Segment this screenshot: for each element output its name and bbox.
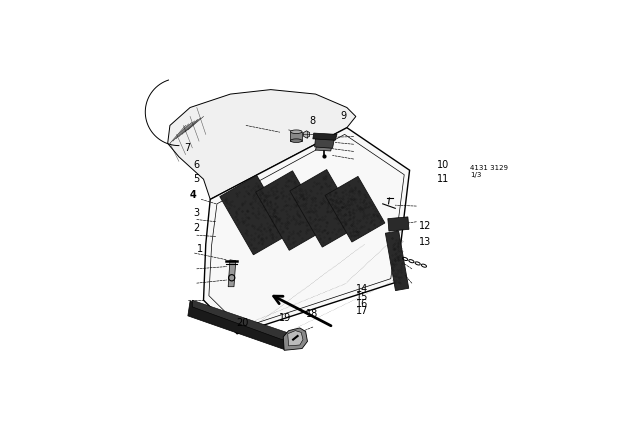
- Text: 1: 1: [197, 244, 204, 254]
- Text: 19: 19: [278, 313, 291, 323]
- Polygon shape: [255, 171, 326, 250]
- Polygon shape: [315, 138, 334, 148]
- Polygon shape: [284, 328, 307, 350]
- Polygon shape: [388, 217, 409, 231]
- Text: 2: 2: [193, 224, 199, 233]
- Polygon shape: [313, 133, 337, 140]
- Polygon shape: [168, 90, 356, 199]
- Polygon shape: [188, 301, 300, 349]
- Text: 11: 11: [436, 174, 449, 184]
- Polygon shape: [303, 131, 310, 138]
- Polygon shape: [316, 146, 332, 151]
- Polygon shape: [325, 177, 385, 242]
- Ellipse shape: [291, 130, 302, 134]
- Text: 10: 10: [436, 160, 449, 170]
- Text: 4131 3129
1/3: 4131 3129 1/3: [470, 165, 508, 178]
- Text: 18: 18: [305, 309, 317, 319]
- Text: 8: 8: [309, 116, 316, 126]
- Text: 3: 3: [193, 208, 199, 218]
- Polygon shape: [228, 260, 236, 287]
- Polygon shape: [204, 128, 410, 334]
- Text: 9: 9: [340, 111, 346, 121]
- Text: 5: 5: [193, 174, 199, 184]
- Text: 12: 12: [419, 221, 431, 231]
- Polygon shape: [192, 300, 296, 340]
- Text: 15: 15: [356, 292, 368, 302]
- Ellipse shape: [291, 139, 302, 142]
- Polygon shape: [288, 331, 303, 346]
- Text: 13: 13: [419, 237, 431, 247]
- Text: 14: 14: [356, 284, 368, 294]
- Text: 17: 17: [356, 306, 368, 316]
- Text: 6: 6: [193, 160, 199, 170]
- Text: 4: 4: [190, 190, 197, 200]
- Text: 16: 16: [356, 299, 368, 309]
- Text: 20: 20: [236, 318, 248, 327]
- Polygon shape: [220, 175, 291, 255]
- Text: 7: 7: [184, 143, 190, 153]
- Polygon shape: [290, 169, 359, 247]
- Polygon shape: [385, 231, 409, 291]
- Polygon shape: [291, 132, 302, 141]
